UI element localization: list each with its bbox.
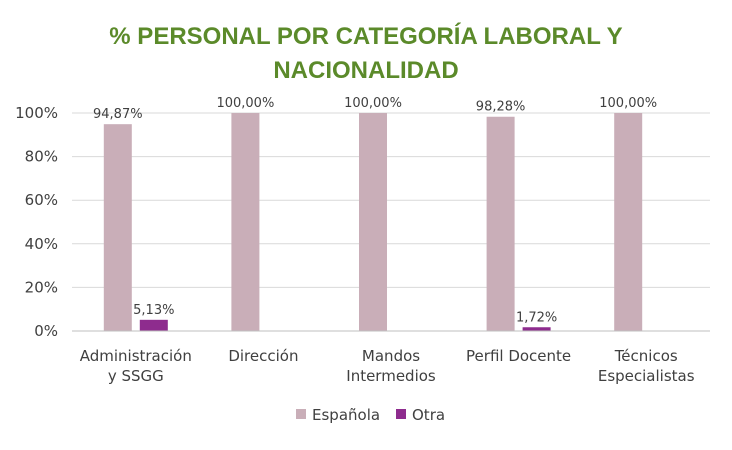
- bar-espanola: [359, 113, 387, 331]
- category-labels: Administración y SSGG Dirección Mandos Inter…: [80, 347, 695, 385]
- category-label: Perfil Docente: [466, 347, 571, 365]
- category-label: Mandos: [362, 347, 420, 365]
- legend: Española Otra: [296, 406, 445, 424]
- legend-swatch: [296, 409, 306, 419]
- chart-title-line: NACIONALIDAD: [273, 57, 458, 84]
- bar-otra: [139, 319, 168, 331]
- y-tick-label: 20%: [25, 278, 58, 296]
- bar-espanola: [103, 124, 132, 331]
- y-tick-label: 60%: [25, 191, 58, 209]
- bar-otra: [522, 327, 551, 331]
- data-labels: 94,87% 100,00% 100,00% 98,28% 100,00% 5,13% 1,…: [93, 96, 657, 325]
- data-label: 5,13%: [133, 303, 174, 318]
- category-label: Técnicos: [614, 347, 678, 365]
- bar-espanola: [231, 113, 260, 331]
- grid-lines: [72, 112, 710, 288]
- bars: [103, 113, 643, 331]
- data-label: 100,00%: [599, 96, 657, 111]
- bar-espanola: [614, 113, 643, 331]
- category-label: Dirección: [228, 347, 298, 365]
- category-label: y SSGG: [108, 367, 164, 385]
- category-label: Especialistas: [598, 367, 695, 385]
- category-label: Administración: [80, 347, 192, 365]
- chart-title: % PERSONAL POR CATEGORÍA LABORAL Y NACION…: [109, 22, 622, 84]
- chart-title-line: % PERSONAL POR CATEGORÍA LABORAL Y: [109, 22, 622, 50]
- y-tick-label: 0%: [34, 322, 58, 340]
- legend-swatch: [396, 409, 406, 419]
- legend-label: Española: [312, 406, 380, 424]
- y-tick-label: 80%: [25, 148, 58, 166]
- y-axis-ticks: 0% 20% 40% 60% 80% 100%: [15, 104, 58, 340]
- category-label: Intermedios: [346, 367, 436, 385]
- y-tick-label: 40%: [25, 235, 58, 253]
- legend-label: Otra: [412, 406, 445, 424]
- data-label: 100,00%: [344, 96, 402, 111]
- bar-espanola: [486, 116, 515, 331]
- data-label: 100,00%: [216, 96, 274, 111]
- data-label: 1,72%: [516, 310, 557, 325]
- data-label: 98,28%: [476, 100, 526, 115]
- y-tick-label: 100%: [15, 104, 58, 122]
- data-label: 94,87%: [93, 107, 143, 122]
